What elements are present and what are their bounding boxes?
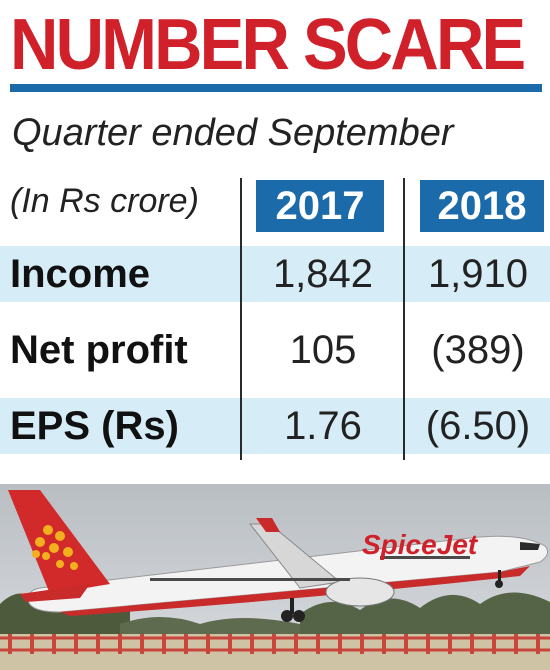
row-label: EPS (Rs) (10, 404, 179, 448)
year-header-2017: 2017 (256, 180, 384, 232)
engine (325, 577, 395, 607)
tail-logo-dots (32, 525, 78, 570)
column-divider (240, 178, 242, 460)
cell-value-2018: 1,910 (427, 252, 529, 296)
subtitle: Quarter ended September (12, 112, 454, 154)
row-label: Net profit (10, 328, 188, 372)
cell-value-2018: (6.50) (425, 404, 531, 448)
year-header-2018: 2018 (420, 180, 544, 232)
airplane-illustration: SpiceJet (0, 484, 550, 670)
airplane: SpiceJet (8, 490, 549, 622)
tail-fin (8, 490, 110, 594)
headline-title: NUMBER SCARE (10, 5, 526, 85)
cabin-windows (150, 556, 470, 581)
airplane-photo: SpiceJet (0, 484, 550, 670)
cell-value-2017: 1.76 (284, 404, 362, 448)
landing-gear (281, 570, 503, 622)
cell-value-2017: 1,842 (272, 252, 374, 296)
fence-posts (8, 634, 540, 654)
cell-value-2018: (389) (431, 328, 525, 372)
brand-livery-text: SpiceJet (362, 529, 479, 560)
cell-value-2017: 105 (289, 328, 357, 372)
table-row-eps: EPS (Rs) 1.76 (6.50) (0, 398, 550, 454)
column-divider (403, 178, 405, 460)
cockpit-window (520, 542, 540, 550)
unit-label: (In Rs crore) (10, 182, 199, 220)
table-row-net-profit: Net profit 105 (389) (0, 322, 550, 378)
table-row-income: Income 1,842 1,910 (0, 246, 550, 302)
row-label: Income (10, 252, 151, 296)
title-underline (10, 84, 542, 92)
